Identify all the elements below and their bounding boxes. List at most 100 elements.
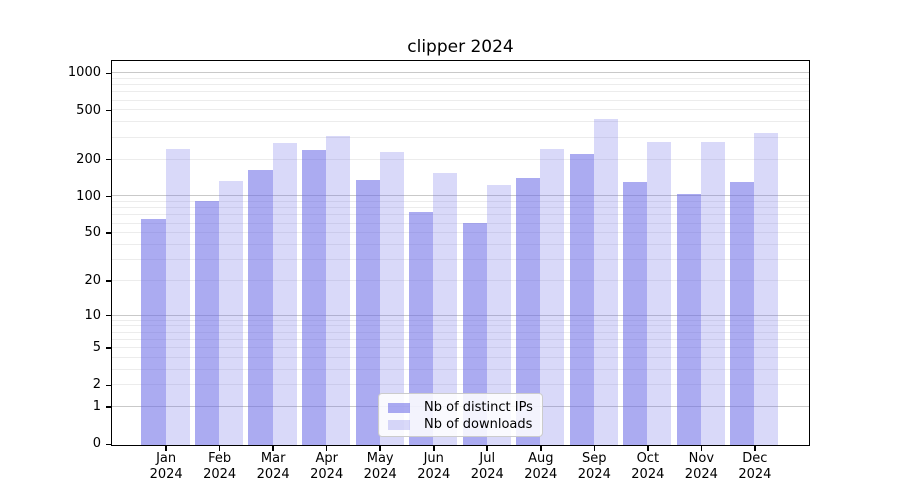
gridline-minor xyxy=(112,207,809,209)
legend-item-downloads: Nb of downloads xyxy=(388,416,533,433)
x-tick-label-year: 2024 xyxy=(256,467,290,482)
gridline-major xyxy=(112,195,809,197)
y-tick xyxy=(106,443,111,446)
x-tick-label-month: Jan xyxy=(156,451,177,466)
gridline-minor xyxy=(112,158,809,160)
y-tick xyxy=(106,406,111,408)
gridline-minor xyxy=(112,384,809,386)
x-tick-label-year: 2024 xyxy=(631,467,665,482)
y-tick-label: 2 xyxy=(92,377,101,393)
bar-downloads-aug xyxy=(540,148,565,445)
gridline-minor xyxy=(112,91,809,93)
x-tick-label: Apr 2024 xyxy=(297,451,357,483)
y-tick-label: 1 xyxy=(92,399,101,415)
y-tick xyxy=(106,158,111,161)
x-tick xyxy=(700,446,703,451)
x-tick-label-year: 2024 xyxy=(417,467,451,482)
bar-downloads-oct xyxy=(647,141,672,445)
plot-area xyxy=(111,60,810,446)
x-tick-label-year: 2024 xyxy=(470,467,504,482)
legend-label-downloads: Nb of downloads xyxy=(424,417,533,432)
bar-downloads-mar xyxy=(272,142,297,445)
legend: Nb of distinct IPs Nb of downloads xyxy=(378,393,543,437)
bar-distinct-ips-apr xyxy=(302,150,327,445)
x-tick-label: Dec 2024 xyxy=(725,451,785,483)
x-tick-label: May 2024 xyxy=(350,451,410,483)
x-tick-label-year: 2024 xyxy=(310,467,344,482)
gridline-minor xyxy=(112,347,809,349)
x-tick-label-year: 2024 xyxy=(684,467,718,482)
gridline-minor xyxy=(112,136,809,138)
x-tick-label: Sep 2024 xyxy=(564,451,624,483)
bar-distinct-ips-feb xyxy=(194,201,220,445)
x-tick-label-month: Feb xyxy=(208,451,232,466)
x-tick-label-month: Apr xyxy=(315,451,338,466)
gridline-minor xyxy=(112,319,809,321)
x-tick-label-month: Mar xyxy=(260,451,286,466)
gridline-minor xyxy=(112,331,809,333)
x-tick-label: Aug 2024 xyxy=(511,451,571,483)
gridline-minor xyxy=(112,232,809,234)
y-tick xyxy=(106,195,111,198)
x-tick-label: Jan 2024 xyxy=(136,451,196,483)
x-tick-label-month: Jun xyxy=(423,451,444,466)
y-tick xyxy=(106,280,111,282)
chart-title: clipper 2024 xyxy=(407,37,514,57)
bar-distinct-ips-jan xyxy=(141,219,166,445)
gridline-minor xyxy=(112,243,809,245)
x-tick-label-month: Oct xyxy=(636,451,660,466)
bar-downloads-jan xyxy=(165,149,190,445)
x-tick xyxy=(593,446,596,451)
y-tick xyxy=(106,232,111,235)
x-tick-label-year: 2024 xyxy=(738,467,772,482)
x-tick xyxy=(272,446,274,451)
y-tick-label: 100 xyxy=(76,188,101,204)
y-tick-label: 5 xyxy=(92,340,101,356)
x-tick-label-year: 2024 xyxy=(149,467,183,482)
gridline-minor xyxy=(112,325,809,327)
gridline-minor xyxy=(112,84,809,86)
x-tick xyxy=(486,446,489,451)
y-tick xyxy=(106,109,111,112)
bar-downloads-dec xyxy=(754,132,779,445)
x-tick xyxy=(325,446,328,451)
y-tick-label: 0 xyxy=(92,436,101,452)
y-tick xyxy=(106,347,111,349)
y-tick-label: 20 xyxy=(84,272,101,288)
gridline-minor xyxy=(112,356,809,358)
bar-distinct-ips-oct xyxy=(623,181,648,445)
x-tick-label: Jul 2024 xyxy=(457,451,517,483)
y-tick-label: 500 xyxy=(76,102,101,118)
legend-item-distinct-ips: Nb of distinct IPs xyxy=(388,399,533,416)
y-tick xyxy=(106,314,111,317)
gridline-minor xyxy=(112,338,809,340)
x-tick xyxy=(432,446,435,451)
y-tick xyxy=(106,72,111,75)
gridline-minor xyxy=(112,77,809,79)
bar-downloads-sep xyxy=(593,119,618,445)
gridline-minor xyxy=(112,109,809,111)
y-tick-label: 1000 xyxy=(67,65,101,81)
gridline-minor xyxy=(112,368,809,370)
x-tick-label-month: Sep xyxy=(582,451,607,466)
bar-distinct-ips-mar xyxy=(248,169,273,445)
x-tick-label: Feb 2024 xyxy=(190,451,250,483)
x-tick-label-month: Dec xyxy=(742,451,768,466)
x-tick-label-year: 2024 xyxy=(363,467,397,482)
x-tick-label: Mar 2024 xyxy=(243,451,303,483)
gridline-major xyxy=(112,72,809,74)
legend-swatch-distinct-ips xyxy=(388,402,410,413)
y-tick-label: 200 xyxy=(76,151,101,167)
bar-downloads-nov xyxy=(700,141,725,445)
legend-swatch-downloads xyxy=(388,419,410,430)
gridline-minor xyxy=(112,214,809,216)
gridline-major xyxy=(112,314,809,316)
x-tick-label: Oct 2024 xyxy=(618,451,678,483)
x-tick xyxy=(539,446,542,451)
bar-distinct-ips-sep xyxy=(569,154,594,445)
x-tick xyxy=(379,446,381,451)
x-tick xyxy=(218,446,221,451)
x-tick xyxy=(647,446,649,451)
gridline-minor xyxy=(112,279,809,281)
x-tick-label-month: Aug xyxy=(528,451,554,466)
